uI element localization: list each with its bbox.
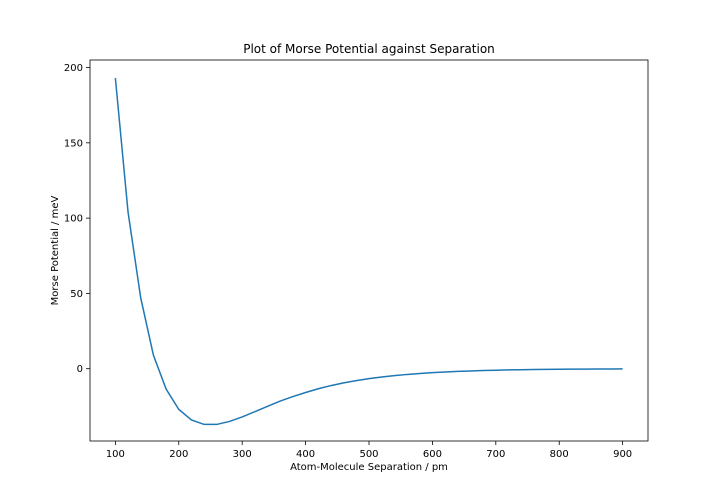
y-axis-ticks: 0 50 100 150 200 bbox=[64, 63, 90, 375]
x-tick-label: 600 bbox=[423, 449, 442, 460]
y-tick-label: 150 bbox=[64, 138, 83, 149]
y-axis-label: Morse Potential / meV bbox=[50, 196, 61, 306]
x-tick-label: 300 bbox=[233, 449, 252, 460]
x-tick-label: 800 bbox=[550, 449, 569, 460]
series-line-morse bbox=[114, 77, 623, 426]
x-tick-label: 400 bbox=[296, 449, 315, 460]
y-tick-label: 50 bbox=[70, 289, 83, 300]
x-tick-label: 100 bbox=[106, 449, 125, 460]
y-tick-label: 100 bbox=[64, 214, 83, 225]
x-axis-label: Atom-Molecule Separation / pm bbox=[290, 462, 448, 473]
x-tick-label: 500 bbox=[359, 449, 378, 460]
x-tick-label: 200 bbox=[169, 449, 188, 460]
y-tick-label: 200 bbox=[64, 63, 83, 74]
y-tick-label: 0 bbox=[77, 364, 83, 375]
x-tick-label: 700 bbox=[486, 449, 505, 460]
chart-title: Plot of Morse Potential against Separati… bbox=[243, 42, 495, 56]
x-axis-ticks: 100 200 300 400 500 600 700 800 900 bbox=[106, 441, 632, 460]
x-tick-label: 900 bbox=[613, 449, 632, 460]
